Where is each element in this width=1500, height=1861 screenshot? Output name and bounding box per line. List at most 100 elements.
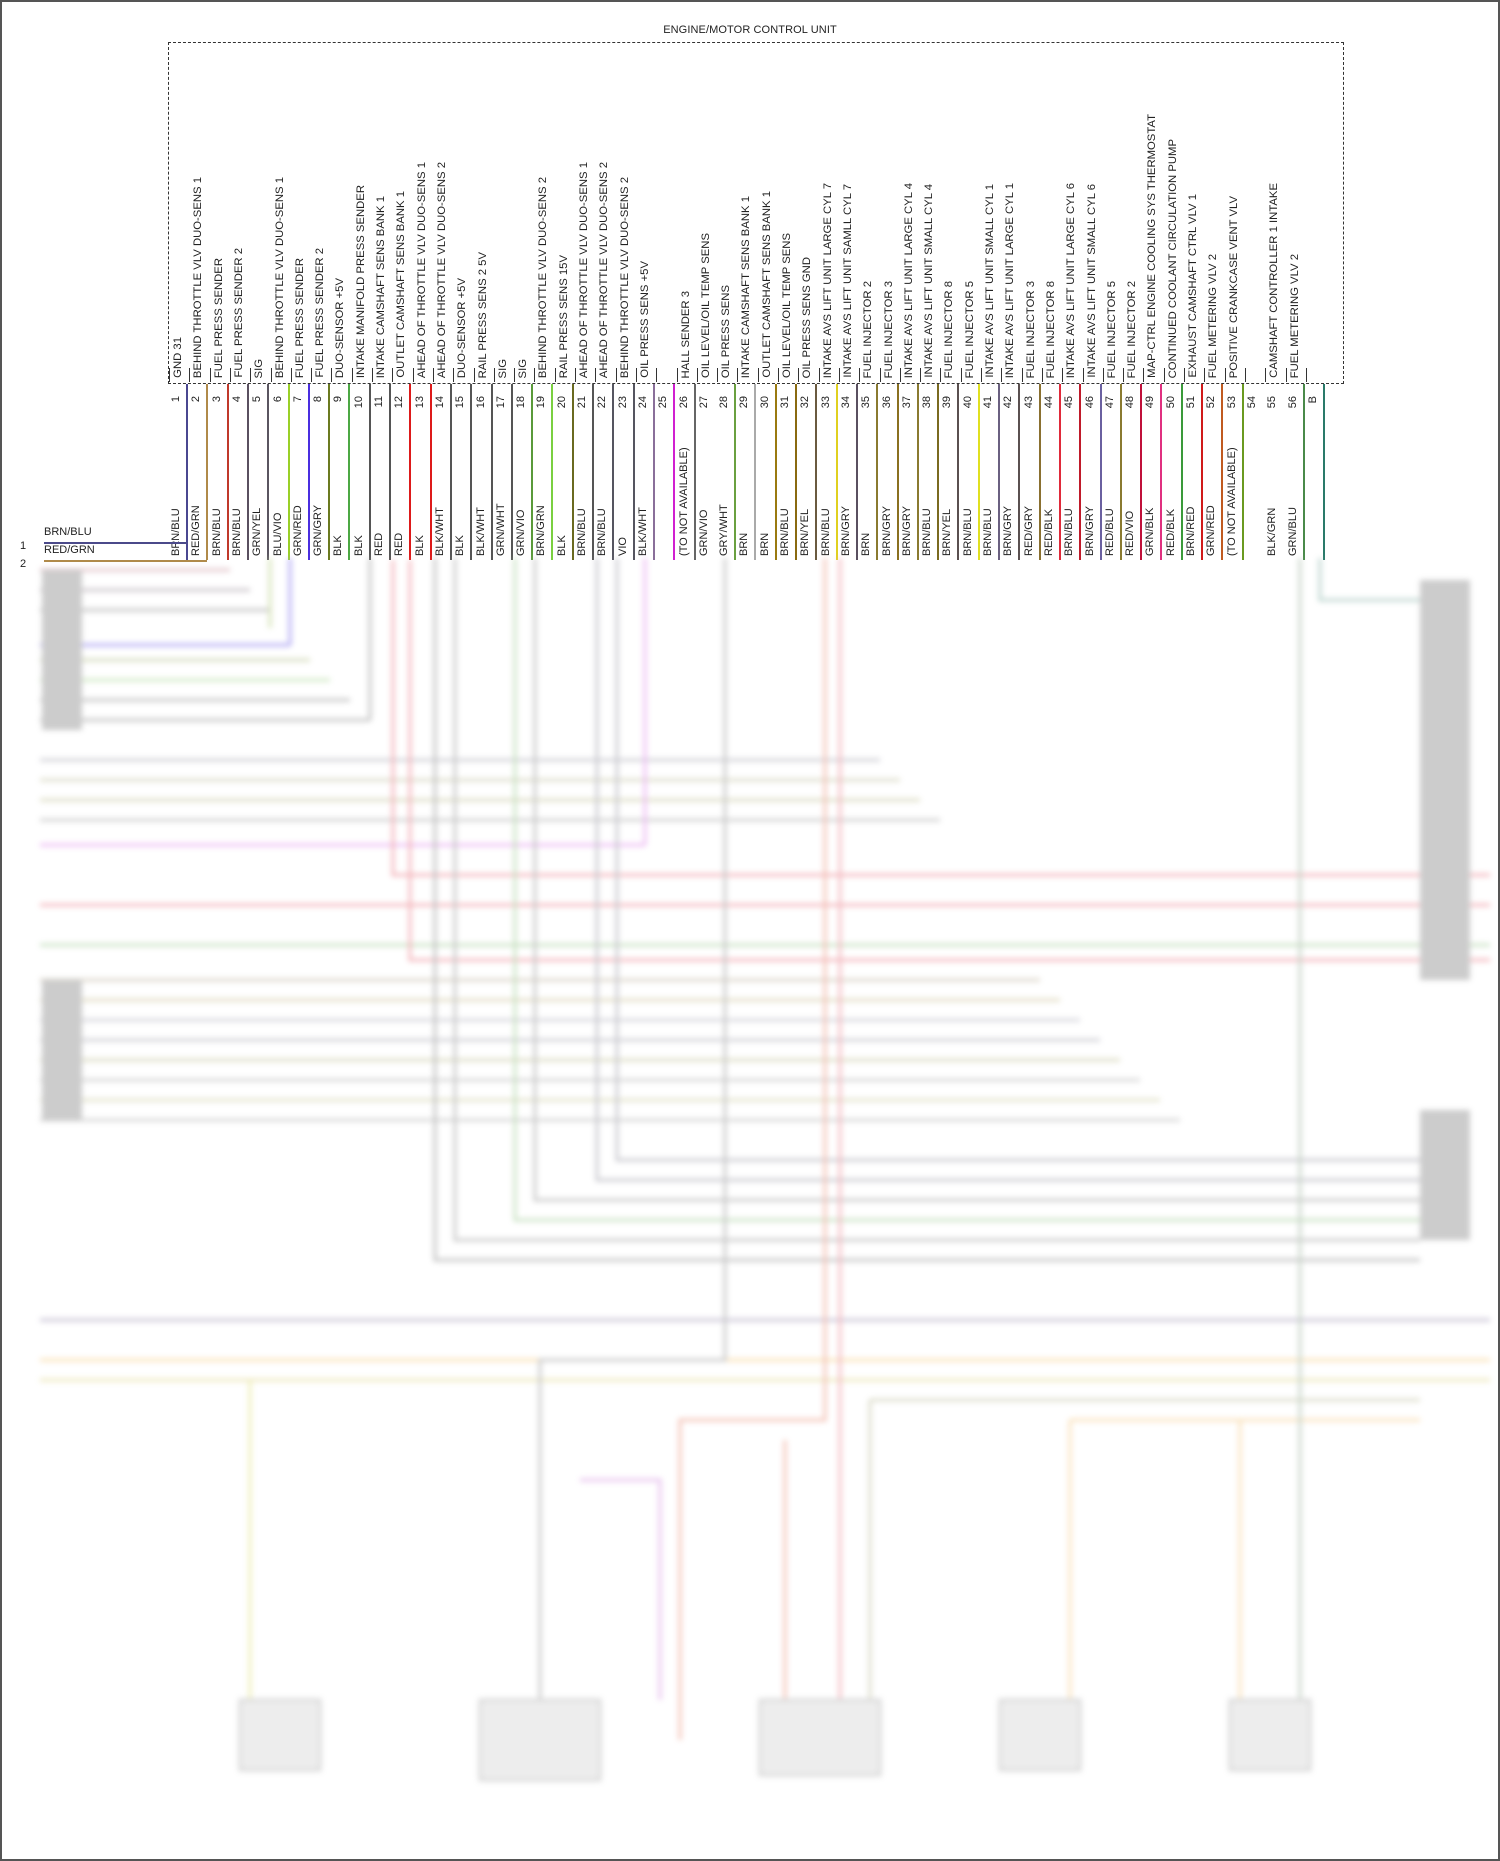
ecu-pin-41: INTAKE AVS LIFT UNIT SMALL CYL 1 41 BRN/BL… bbox=[980, 0, 1000, 560]
pin-number: 42 bbox=[1002, 396, 1015, 409]
pin-divider bbox=[696, 368, 698, 382]
ecu-pin-48: FUEL INJECTOR 2 48 RED/VIO bbox=[1122, 0, 1143, 560]
wire bbox=[409, 384, 412, 560]
wire bbox=[1058, 384, 1061, 560]
pin-function-label: FUEL INJECTOR 8 bbox=[943, 280, 956, 378]
pin-number: 52 bbox=[1205, 396, 1218, 409]
pin-divider bbox=[432, 368, 434, 382]
pin-number: 34 bbox=[839, 396, 852, 409]
ecu-pin-4: FUEL PRESS SENDER 2 4 BRN/BLU bbox=[229, 0, 249, 560]
wire bbox=[998, 384, 1000, 560]
pin-number: 37 bbox=[900, 396, 913, 409]
pin-number: 22 bbox=[596, 396, 609, 409]
pin-function-label: INTAKE CAMSHAFT SENS BANK 1 bbox=[375, 195, 387, 378]
wire bbox=[1322, 384, 1325, 560]
pin-number: 4 bbox=[230, 396, 243, 403]
pin-function-label: BEHIND THROTTLE VLV DUO-SENS 1 bbox=[273, 176, 286, 378]
wire bbox=[287, 384, 290, 560]
left-input-wire bbox=[44, 542, 187, 544]
pin-number: 50 bbox=[1164, 396, 1177, 409]
pin-number: 39 bbox=[941, 396, 954, 409]
wire-color-label: BRN/BLU bbox=[921, 508, 934, 556]
ecu-pin-11: INTAKE CAMSHAFT SENS BANK 1 11 RED bbox=[371, 0, 391, 560]
pin-function-label: INTAKE CAMSHAFT SENS BANK 1 bbox=[740, 195, 753, 378]
pin-number: 20 bbox=[555, 396, 568, 409]
pin-number: 16 bbox=[474, 396, 487, 409]
pin-function-label: FUEL INJECTOR 5 bbox=[963, 280, 976, 378]
wire bbox=[348, 384, 351, 560]
wire-color-label: BRN/GRY bbox=[900, 506, 913, 556]
pin-divider bbox=[250, 368, 252, 382]
pin-function-label: OIL PRESS SENS GND bbox=[801, 256, 814, 378]
ecu-pin-29: INTAKE CAMSHAFT SENS BANK 1 29 BRN bbox=[736, 0, 757, 560]
ecu-pin-49: MAP-CTRL ENGINE COOLING SYS THERMOSTAT 49… bbox=[1142, 0, 1163, 560]
wire-color-label: BRN/GRN bbox=[535, 505, 548, 556]
ecu-pin-51: EXHAUST CAMSHAFT CTRL VLV 1 51 BRN/RED bbox=[1183, 0, 1203, 560]
pin-number: 7 bbox=[291, 396, 304, 403]
pin-divider bbox=[1184, 368, 1185, 382]
pin-number: 32 bbox=[799, 396, 812, 409]
pin-function-label: INTAKE AVS LIFT UNIT LARGE CYL 7 bbox=[821, 182, 834, 378]
pin-divider bbox=[392, 368, 394, 382]
ecu-pin-7: FUEL PRESS SENDER 7 GRN/RED bbox=[290, 0, 310, 560]
ecu-pin-50: CONTINUED COOLANT CIRCULATION PUMP 50 RED/… bbox=[1163, 0, 1183, 560]
pin-number: 41 bbox=[982, 396, 994, 409]
wire-color-label: GRN/WHT bbox=[494, 503, 507, 556]
pin-function-label: FUEL INJECTOR 2 bbox=[862, 280, 875, 378]
pin-divider bbox=[1143, 368, 1145, 382]
pin-number: 26 bbox=[677, 396, 690, 409]
ecu-pin-27: OIL LEVEL/OIL TEMP SENS 27 GRN/VIO bbox=[696, 0, 716, 560]
pin-divider bbox=[514, 368, 516, 382]
pin-function-label: FUEL PRESS SENDER 2 bbox=[232, 248, 245, 378]
pin-function-label: INTAKE AVS LIFT UNIT SMALL CYL 4 bbox=[923, 184, 936, 378]
pin-function-label: FUEL INJECTOR 3 bbox=[882, 280, 895, 378]
pin-divider bbox=[981, 368, 982, 382]
wire-color-label: GRN/BLK bbox=[1144, 507, 1157, 556]
wire bbox=[1221, 384, 1224, 560]
pin-function-label: INTAKE AVS LIFT UNIT LARGE CYL 1 bbox=[1004, 182, 1017, 378]
wire bbox=[1119, 384, 1122, 560]
wire-color-label: BRN/BLU bbox=[961, 508, 974, 556]
pin-divider bbox=[1224, 368, 1226, 382]
pin-number: 12 bbox=[393, 396, 406, 409]
pin-function-label: MAP-CTRL ENGINE COOLING SYS THERMOSTAT bbox=[1146, 114, 1159, 378]
ecu-pin-38: INTAKE AVS LIFT UNIT SMALL CYL 4 38 BRN/BL… bbox=[919, 0, 940, 560]
pin-function-label: OIL PRESS SENS bbox=[720, 284, 733, 378]
ecu-pin-37: INTAKE AVS LIFT UNIT LARGE CYL 4 37 BRN/GR… bbox=[899, 0, 919, 560]
pin-function-label: CAMSHAFT CONTROLLER 1 INTAKE bbox=[1268, 183, 1281, 378]
ecu-pin-54: 54 bbox=[1244, 0, 1264, 560]
wire-color-label: RED/VIO bbox=[1124, 510, 1137, 556]
wire bbox=[1241, 384, 1244, 560]
wire bbox=[693, 384, 696, 560]
ecu-pin-40: FUEL INJECTOR 5 40 BRN/BLU bbox=[960, 0, 980, 560]
pin-divider bbox=[1163, 368, 1165, 382]
ecu-pin-19: BEHIND THROTTLE VLV DUO-SENS 2 19 BRN/GRN bbox=[533, 0, 554, 560]
ecu-pin-52: FUEL METERING VLV 2 52 GRN/RED bbox=[1203, 0, 1224, 560]
pin-number: 14 bbox=[433, 396, 446, 409]
pin-function-label: INTAKE AVS LIFT UNIT SMALL CYL 6 bbox=[1085, 184, 1098, 378]
pin-number: 49 bbox=[1144, 396, 1157, 409]
pin-number: 23 bbox=[616, 396, 629, 409]
pin-number: 15 bbox=[454, 396, 467, 409]
ecu-pin-35: FUEL INJECTOR 2 35 BRN bbox=[858, 0, 879, 560]
pin-divider bbox=[676, 368, 678, 382]
pin-function-label: OIL LEVEL/OIL TEMP SENS bbox=[699, 232, 712, 378]
wire bbox=[977, 384, 980, 560]
wire-color-label: BRN/GRY bbox=[839, 506, 852, 556]
wire-color-label: RED/BLK bbox=[1042, 508, 1055, 556]
pin-divider bbox=[737, 368, 739, 382]
wire-color-label: BLK bbox=[555, 535, 568, 556]
wire bbox=[470, 384, 473, 560]
left-input-number: 2 bbox=[20, 558, 27, 570]
pin-number: 30 bbox=[758, 396, 771, 409]
left-input-color-label: RED/GRN bbox=[44, 544, 95, 556]
wire bbox=[449, 384, 452, 560]
wire bbox=[896, 384, 899, 560]
pin-divider bbox=[1102, 368, 1104, 382]
pin-function-label: FUEL PRESS SENDER bbox=[293, 257, 306, 378]
ecu-pin-31: OIL LEVEL/OIL TEMP SENS 31 BRN/BLU bbox=[777, 0, 797, 560]
pin-function-label: RAIL PRESS SENS 15V bbox=[557, 254, 570, 378]
pin-function-label: EXHAUST CAMSHAFT CTRL VLV 1 bbox=[1187, 194, 1199, 378]
wire bbox=[937, 384, 940, 560]
wire bbox=[1302, 384, 1305, 560]
